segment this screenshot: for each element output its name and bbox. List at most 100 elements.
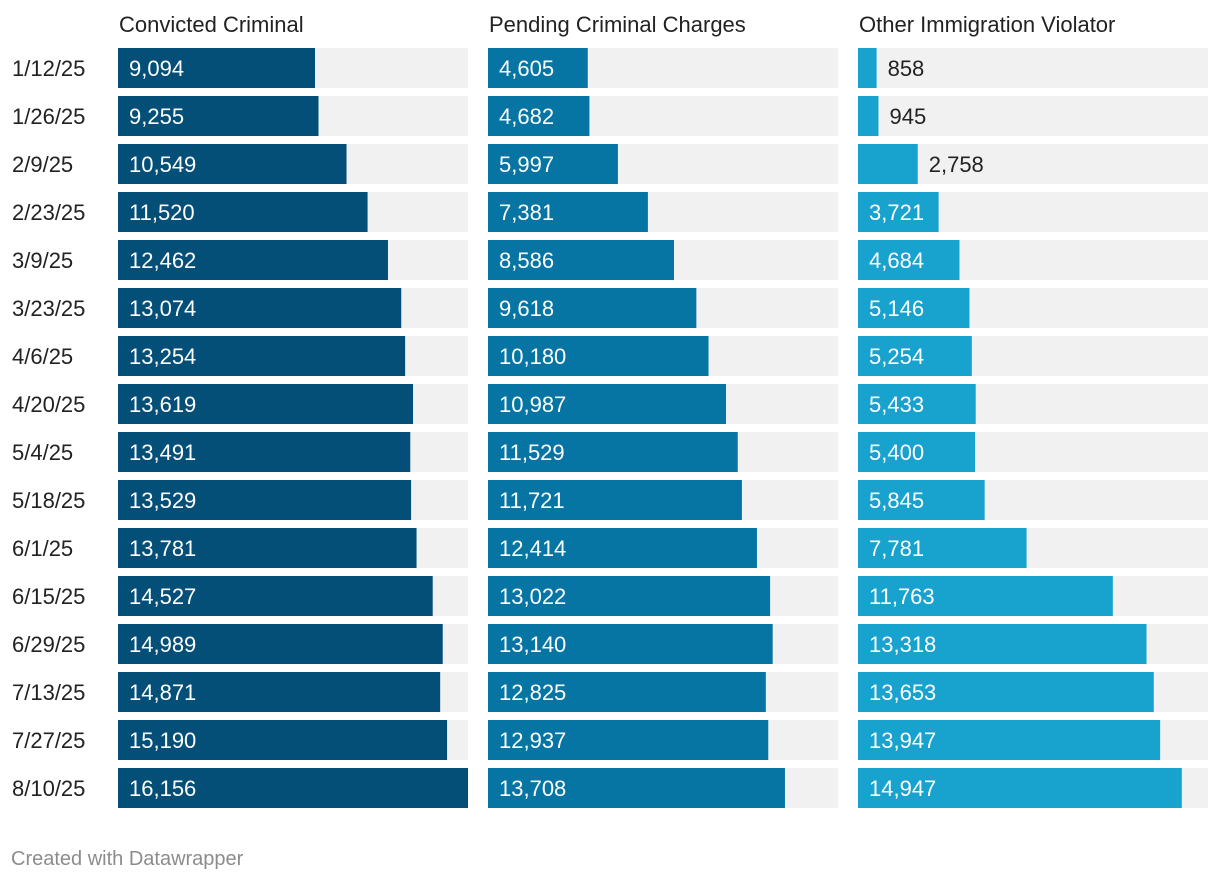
bar <box>488 720 769 760</box>
series-title: Convicted Criminal <box>119 12 304 37</box>
data-label: 9,255 <box>129 104 184 129</box>
data-label: 14,871 <box>129 680 196 705</box>
data-label: 5,997 <box>499 152 554 177</box>
bar <box>488 384 727 424</box>
bar <box>858 624 1147 664</box>
bar <box>858 528 1027 568</box>
bar <box>488 336 709 376</box>
data-label: 12,462 <box>129 248 196 273</box>
data-label: 11,763 <box>869 584 935 609</box>
data-label: 5,146 <box>869 296 924 321</box>
data-label: 13,781 <box>129 536 196 561</box>
data-label: 14,989 <box>129 632 196 657</box>
bar <box>858 144 918 184</box>
data-label: 7,381 <box>499 200 554 225</box>
bar <box>118 768 468 808</box>
bar <box>858 48 877 88</box>
data-label: 13,708 <box>499 776 566 801</box>
category-label: 1/12/25 <box>12 56 85 81</box>
bar <box>858 432 975 472</box>
bar <box>118 528 417 568</box>
category-label: 8/10/25 <box>12 776 85 801</box>
data-label: 13,140 <box>499 632 566 657</box>
bar <box>118 480 412 520</box>
data-label: 13,491 <box>129 440 196 465</box>
data-label: 7,781 <box>869 536 924 561</box>
bar <box>858 192 939 232</box>
data-label: 13,254 <box>129 344 196 369</box>
data-label: 3,721 <box>869 200 924 225</box>
bar <box>858 96 879 136</box>
data-label: 10,180 <box>499 344 566 369</box>
bar <box>488 432 738 472</box>
bar <box>118 576 433 616</box>
category-label: 4/6/25 <box>12 344 73 369</box>
bar <box>118 336 406 376</box>
data-label: 12,825 <box>499 680 566 705</box>
data-label: 9,618 <box>499 296 554 321</box>
data-label: 10,987 <box>499 392 566 417</box>
data-label: 858 <box>888 56 925 81</box>
data-label: 11,520 <box>129 200 195 225</box>
bar <box>118 96 319 136</box>
category-label: 6/1/25 <box>12 536 73 561</box>
data-label: 4,605 <box>499 56 554 81</box>
category-label: 2/23/25 <box>12 200 85 225</box>
bar <box>118 192 368 232</box>
bar <box>858 576 1113 616</box>
data-label: 12,414 <box>499 536 566 561</box>
data-label: 5,254 <box>869 344 924 369</box>
data-label: 13,529 <box>129 488 196 513</box>
category-label: 3/23/25 <box>12 296 85 321</box>
bar-chart: 1/12/25 1/26/25 2/9/25 2/23/25 3/9/25 3/23/25… <box>12 12 1208 808</box>
bar-background <box>858 48 1208 88</box>
bar <box>858 288 970 328</box>
footer-credit: Created with Datawrapper <box>11 848 244 870</box>
data-label: 13,318 <box>869 632 936 657</box>
category-label: 7/27/25 <box>12 728 85 753</box>
bar <box>488 576 771 616</box>
data-label: 4,682 <box>499 104 554 129</box>
bar <box>488 624 773 664</box>
data-label: 10,549 <box>129 152 196 177</box>
data-label: 5,400 <box>869 440 924 465</box>
bar <box>858 384 976 424</box>
bar <box>488 288 697 328</box>
category-label: 2/9/25 <box>12 152 73 177</box>
category-label: 5/4/25 <box>12 440 73 465</box>
data-label: 13,074 <box>129 296 196 321</box>
data-label: 11,529 <box>499 440 565 465</box>
bar <box>118 384 414 424</box>
bar <box>488 192 648 232</box>
data-label: 13,947 <box>869 728 936 753</box>
data-label: 5,845 <box>869 488 924 513</box>
bar <box>118 288 402 328</box>
data-label: 14,527 <box>129 584 196 609</box>
bar <box>118 144 347 184</box>
bar <box>488 144 618 184</box>
bar <box>858 336 972 376</box>
data-label: 13,653 <box>869 680 936 705</box>
data-label: 5,433 <box>869 392 924 417</box>
data-label: 4,684 <box>869 248 924 273</box>
category-label: 6/29/25 <box>12 632 85 657</box>
bar <box>488 768 785 808</box>
category-label: 7/13/25 <box>12 680 85 705</box>
bar <box>858 768 1182 808</box>
bar <box>118 720 448 760</box>
category-label: 4/20/25 <box>12 392 85 417</box>
data-label: 945 <box>889 104 926 129</box>
bar <box>858 480 985 520</box>
category-label: 5/18/25 <box>12 488 85 513</box>
data-label: 14,947 <box>869 776 936 801</box>
bar <box>858 240 960 280</box>
bar <box>118 48 316 88</box>
bar <box>488 480 742 520</box>
bar <box>858 720 1161 760</box>
bar <box>488 672 766 712</box>
category-label: 6/15/25 <box>12 584 85 609</box>
bar <box>118 672 441 712</box>
bar <box>488 48 588 88</box>
series-title: Pending Criminal Charges <box>489 12 746 37</box>
data-label: 11,721 <box>499 488 565 513</box>
